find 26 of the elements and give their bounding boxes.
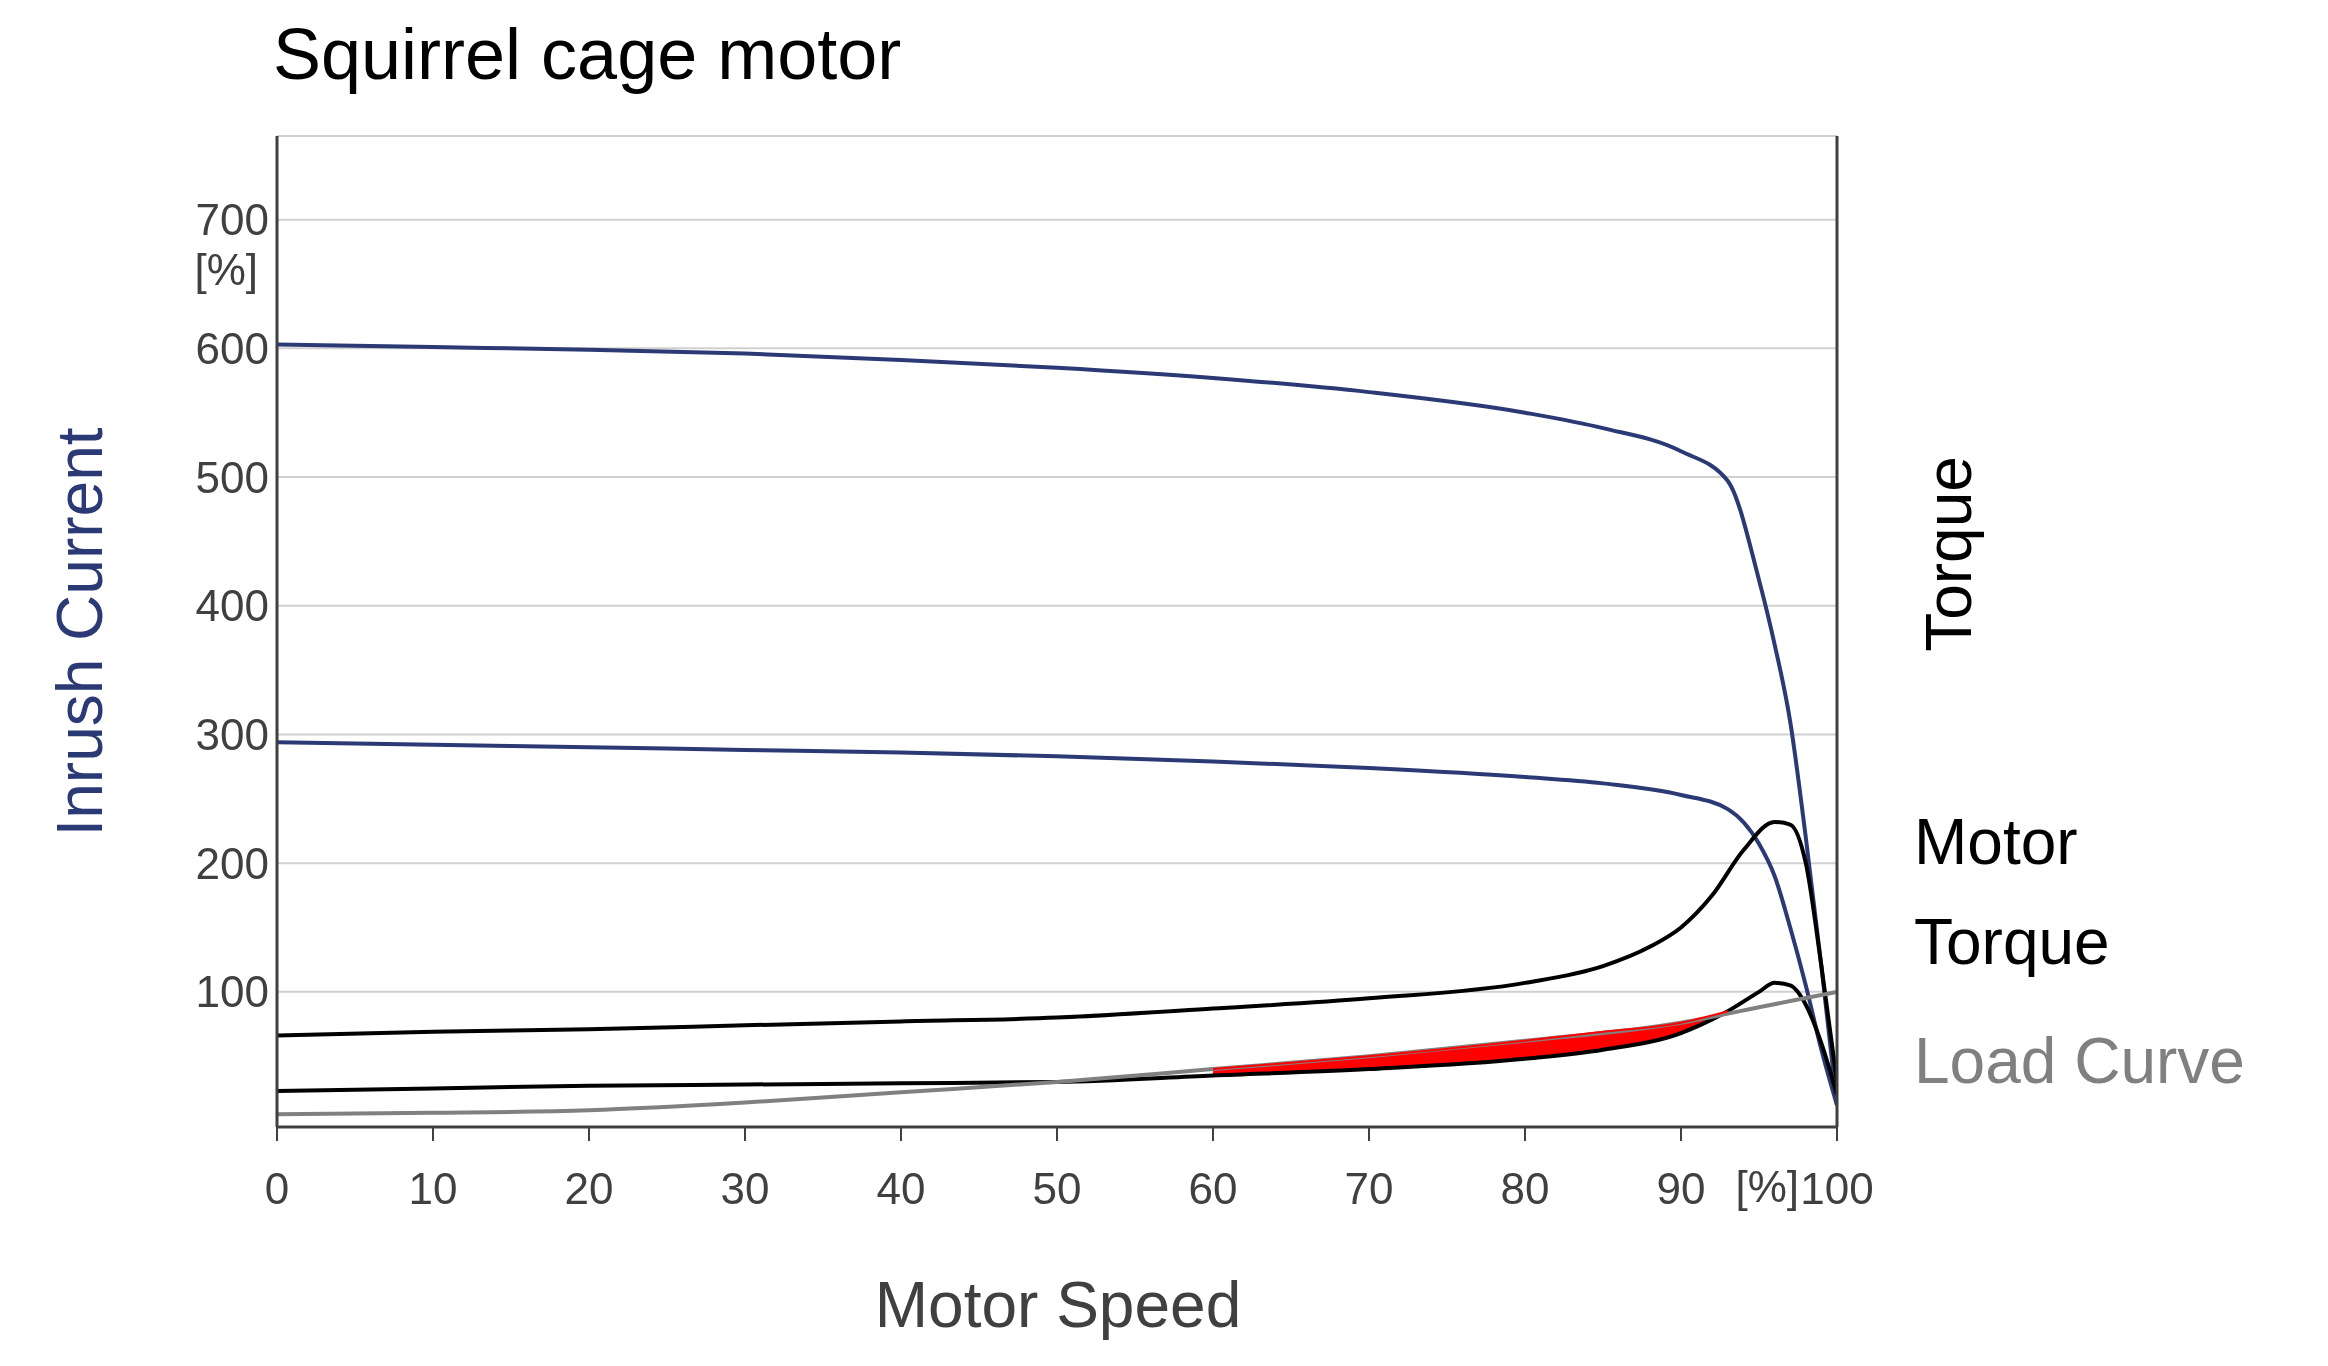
x-tick-label: 70	[1344, 1164, 1394, 1214]
x-tick-label: 80	[1500, 1164, 1550, 1214]
x-tick-label: 40	[876, 1164, 926, 1214]
y-tick-label: 700	[195, 195, 269, 245]
text: [%]	[1735, 1162, 1799, 1211]
x-tick-label: 30	[720, 1164, 770, 1214]
y-tick-label: 600	[195, 323, 269, 373]
x-axis-title: Motor Speed	[873, 1268, 1243, 1342]
x-tick-label: 10	[408, 1164, 458, 1214]
series-label: Load Curve	[1914, 1024, 2246, 1100]
y-tick-label: 200	[195, 838, 269, 888]
chart-title: Squirrel cage motor	[273, 13, 902, 95]
x-tick-label: 60	[1188, 1164, 1238, 1214]
y-axis-title: Inrush Current	[43, 426, 117, 837]
x-tick-label: 20	[564, 1164, 614, 1214]
y2-axis-title: Torque	[1912, 456, 1986, 653]
y-tick-label: 500	[195, 452, 269, 502]
x-tick-label: 100	[1800, 1164, 1874, 1214]
y-tick-label: 100	[195, 967, 269, 1017]
y-tick-label: 300	[195, 710, 269, 760]
x-tick-label: 90	[1656, 1164, 1706, 1214]
x-tick-label: 50	[1032, 1164, 1082, 1214]
x-tick-label: 0	[264, 1164, 290, 1214]
series-label: Motor Torque	[1914, 805, 2111, 981]
text: [%]	[193, 244, 258, 295]
y-tick-label: 400	[195, 581, 269, 631]
